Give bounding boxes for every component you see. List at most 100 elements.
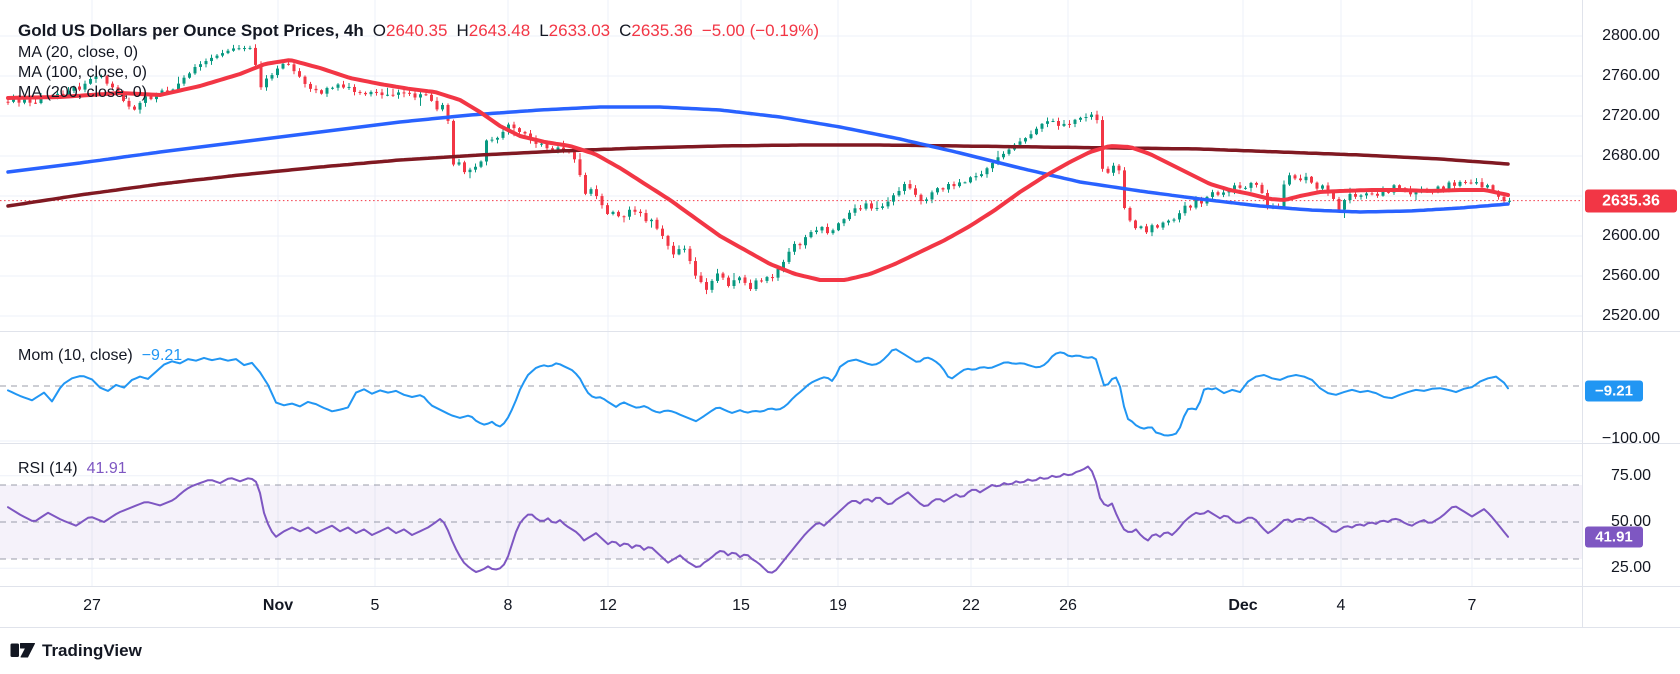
candle-body (457, 162, 461, 165)
candle-body (633, 209, 637, 212)
candle-body (1211, 192, 1214, 197)
momentum-label: Mom (10, close) (18, 347, 133, 364)
candle-body (1343, 200, 1346, 210)
candle-body (1073, 119, 1077, 124)
candle-body (622, 216, 626, 218)
candle-body (303, 76, 307, 84)
candle-body (1106, 168, 1110, 173)
candle-body (265, 78, 268, 88)
candle-body (1447, 182, 1451, 190)
candle-body (529, 133, 532, 139)
candle-body (23, 99, 26, 103)
candle-body (721, 273, 725, 278)
candle-body (314, 88, 318, 91)
time-axis-label: 26 (1059, 597, 1077, 614)
candle-body (34, 102, 37, 104)
candle-body (479, 161, 483, 167)
candle-body (809, 232, 813, 238)
time-axis-label: 19 (829, 597, 847, 614)
candle-body (364, 92, 367, 95)
candle-body (556, 147, 560, 150)
candle-body (1376, 193, 1379, 196)
rsi-value: 41.91 (86, 460, 127, 477)
candle-body (1051, 120, 1055, 122)
candle-body (402, 92, 406, 94)
candle-body (138, 102, 142, 110)
candle-body (292, 64, 296, 72)
candle-body (831, 230, 835, 234)
candle-body (1398, 185, 1401, 189)
candle-body (875, 207, 879, 209)
candle-body (694, 261, 697, 276)
time-axis-label: 5 (370, 597, 380, 614)
tradingview-logo[interactable]: TradingView (10, 640, 142, 661)
ma100-line (6, 105, 1510, 214)
candle-body (1359, 195, 1363, 197)
candle-body (188, 73, 191, 78)
ohlc-letter: H (456, 21, 469, 40)
ma-legend-row: MA (200, close, 0) (18, 84, 147, 101)
candle-body (1299, 178, 1302, 181)
candle-body (1502, 196, 1506, 202)
candle-body (732, 280, 736, 286)
candle-body (661, 228, 664, 236)
candle-body (650, 219, 653, 222)
candle-body (72, 86, 76, 91)
candle-body (749, 282, 752, 290)
candle-body (1381, 191, 1385, 196)
ma20-line (6, 58, 1510, 282)
candle-body (468, 169, 472, 173)
candle-body (952, 183, 956, 187)
candle-body (1370, 193, 1374, 195)
momentum-value: −9.21 (141, 347, 183, 364)
ohlc-values: O2640.35 H2643.48 L2633.03 C2635.36 (364, 21, 693, 40)
candle-body (89, 78, 92, 84)
candle-body (435, 100, 439, 110)
candle-body (342, 84, 345, 88)
candle-body (611, 211, 615, 214)
candle-body (116, 87, 120, 95)
candle-body (1326, 185, 1330, 193)
ohlc-letter: L (539, 21, 549, 40)
time-axis-label: 4 (1336, 597, 1346, 614)
candle-body (1238, 185, 1242, 188)
candle-body (1040, 123, 1044, 129)
candle-body (991, 163, 994, 169)
price-axis-label: 2520.00 (1602, 307, 1660, 324)
candle-body (210, 57, 213, 62)
candle-body (336, 84, 340, 88)
candle-body (892, 195, 895, 202)
candle-body (441, 104, 444, 110)
candle-body (1216, 192, 1220, 195)
candle-body (1035, 128, 1038, 135)
candle-body (925, 199, 928, 201)
candle-body (144, 96, 147, 103)
candle-body (149, 96, 153, 100)
candle-body (644, 213, 648, 222)
candle-body (573, 152, 576, 160)
candle-body (1145, 226, 1148, 233)
ohlc-value: 2640.35 (386, 21, 448, 40)
candle-body (424, 94, 428, 96)
candle-body (996, 157, 1000, 164)
candle-body (232, 48, 235, 51)
candle-body (1057, 120, 1060, 126)
time-axis-label: 12 (599, 597, 617, 614)
candle-body (474, 166, 477, 170)
candle-body (1134, 220, 1137, 229)
candle-body (1233, 185, 1236, 191)
candle-body (969, 177, 972, 183)
candle-body (639, 211, 642, 214)
candle-body (1260, 184, 1264, 194)
candle-body (518, 128, 521, 132)
candle-body (1315, 182, 1319, 189)
candle-body (1453, 182, 1456, 186)
price-axis-label: 2680.00 (1602, 147, 1660, 164)
candle-body (1491, 185, 1495, 192)
candle-body (281, 63, 285, 69)
candle-body (287, 63, 290, 65)
candle-body (358, 91, 362, 93)
ma-legend-row: MA (100, close, 0) (18, 64, 147, 81)
candle-body (28, 99, 32, 103)
